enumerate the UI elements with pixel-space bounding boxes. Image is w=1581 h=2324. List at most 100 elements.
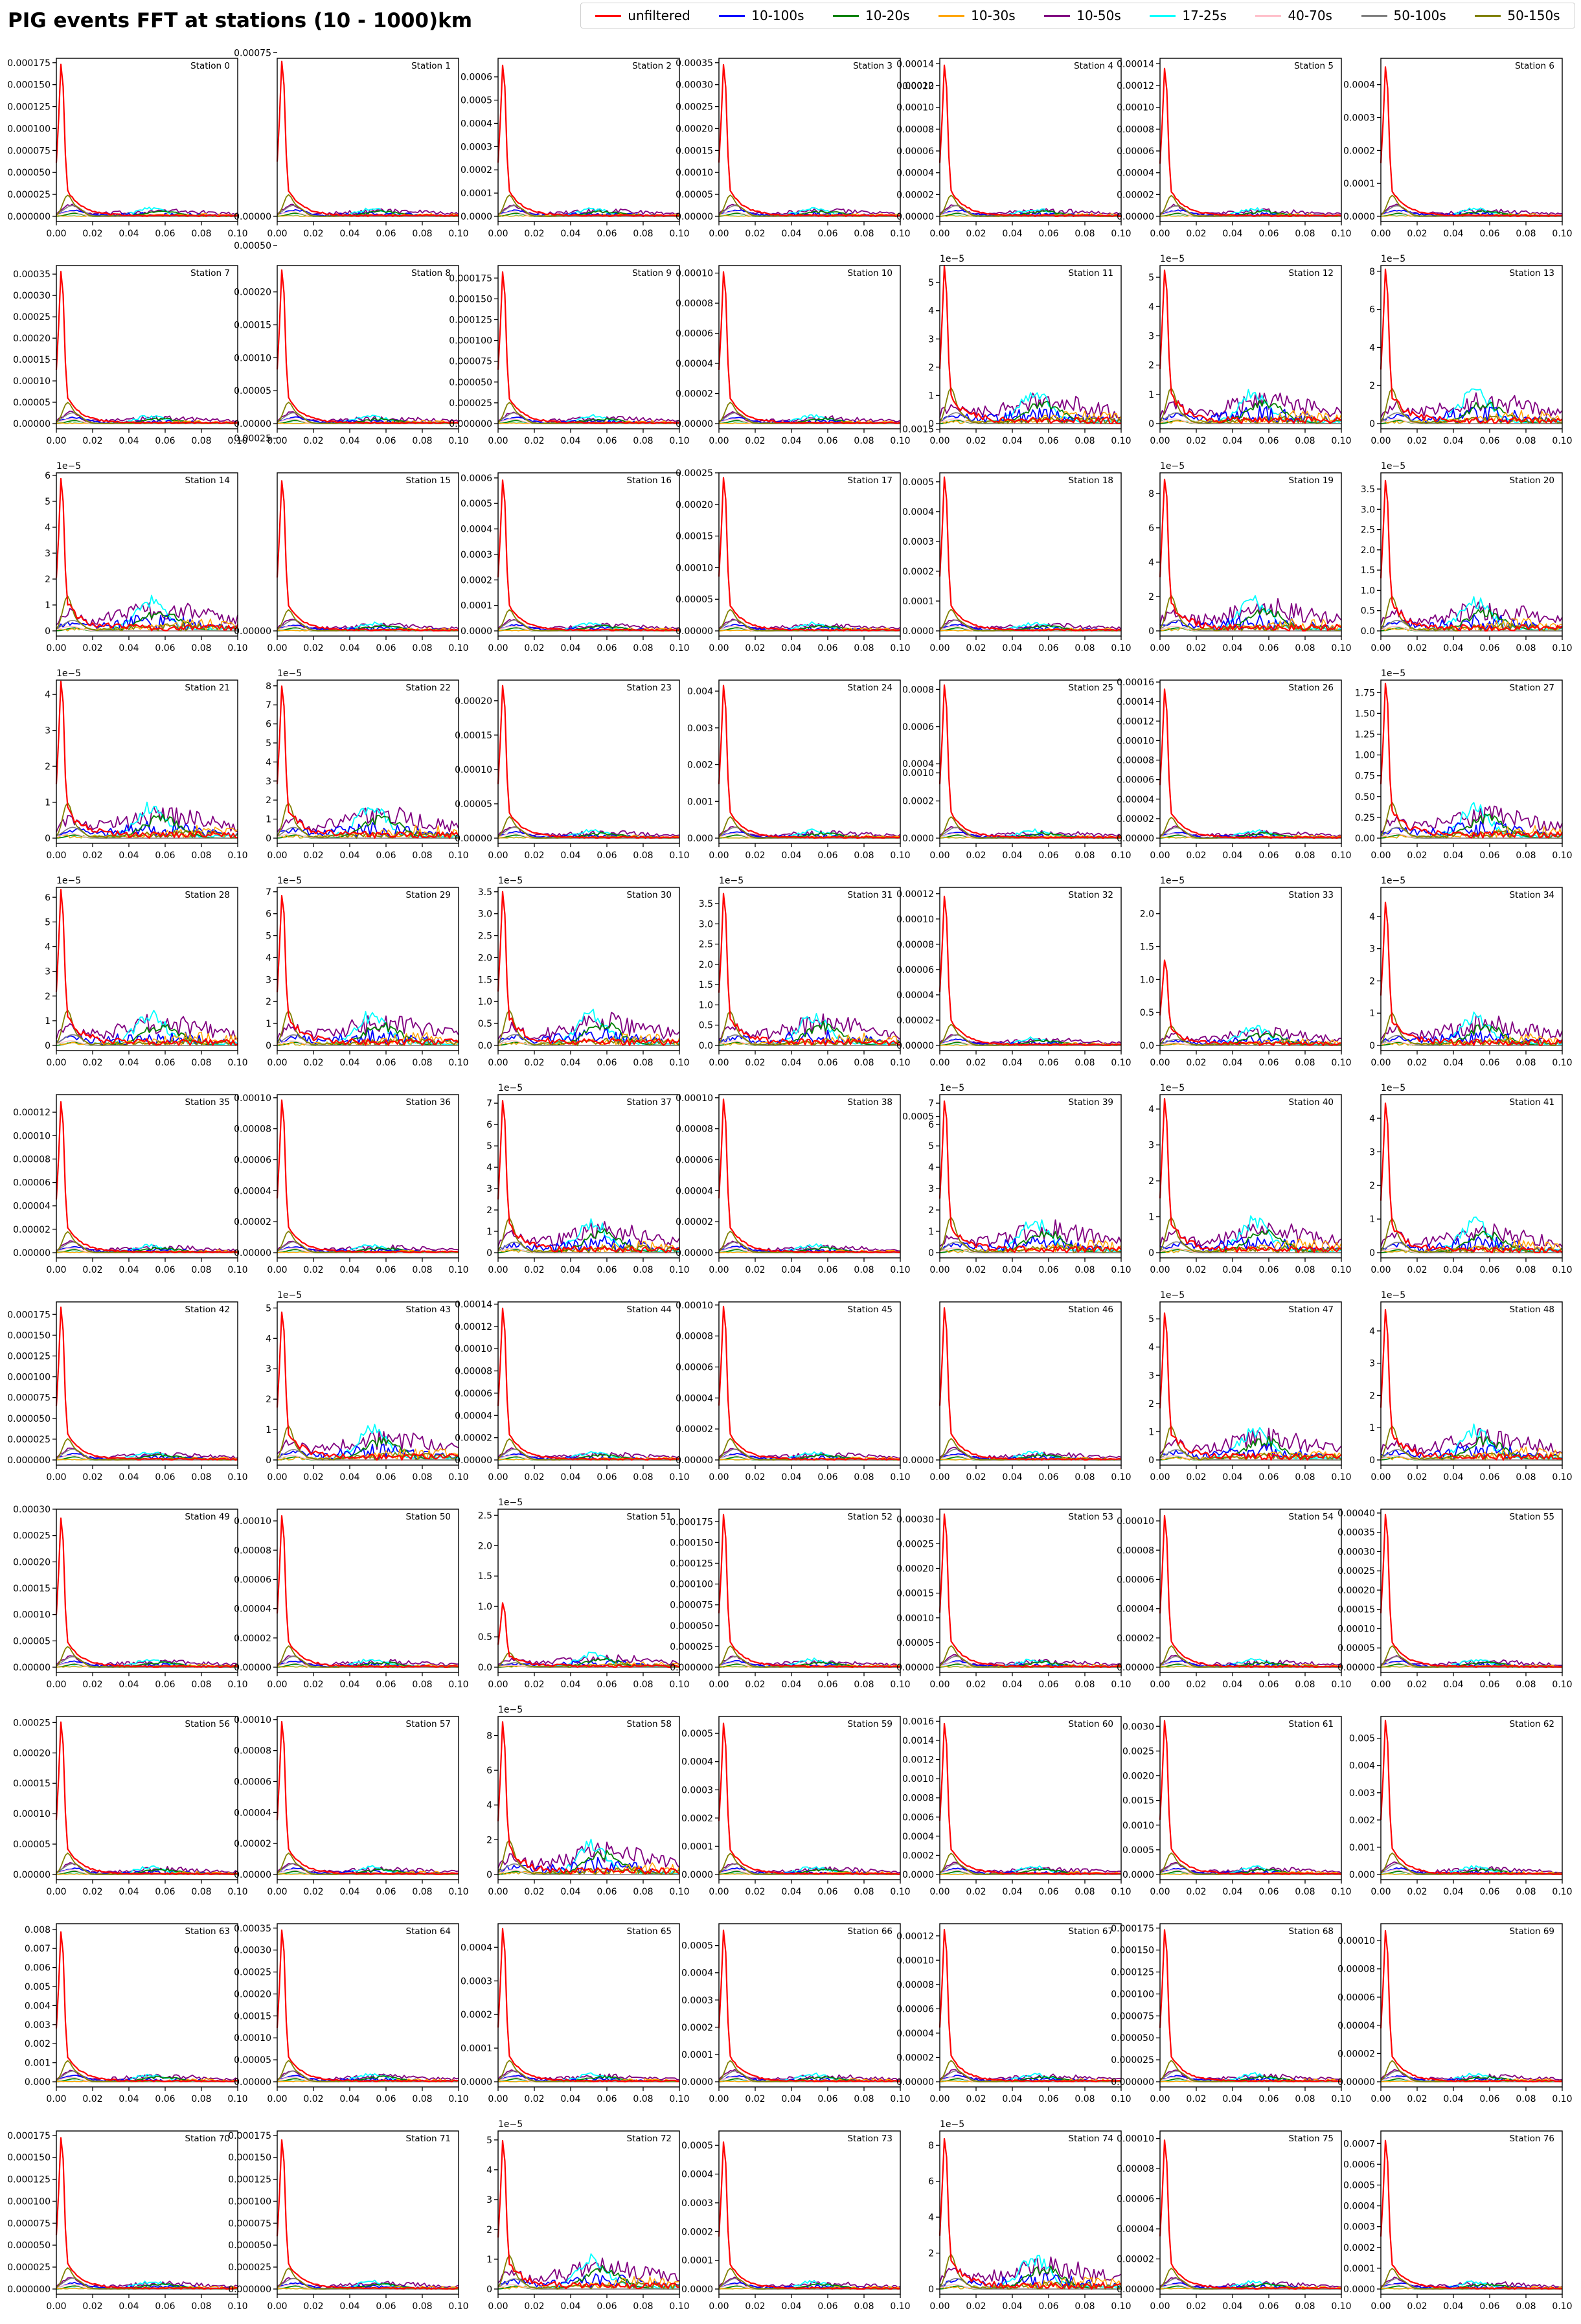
subplot-41: 0 1 2 3 4 0.00 0.02 0.04 0.06 0.08 0.10 1e−5 Station… — [1369, 1083, 1573, 1275]
y-tick-label: 1.75 — [1355, 688, 1375, 698]
axes-frame — [718, 1301, 901, 1466]
y-tick-label: 0.00010 — [676, 563, 713, 573]
y-tick-label: 0.0001 — [681, 2256, 713, 2266]
y-tick-label: 3 — [266, 975, 271, 985]
x-tick-label: 0.08 — [412, 2094, 432, 2104]
y-tick-label: 4 — [928, 2213, 934, 2223]
x-tick-label: 0.10 — [1111, 643, 1131, 654]
y-tick-label: 0.0006 — [1343, 2159, 1375, 2170]
series-line-unfiltered — [1380, 683, 1563, 839]
x-tick-label: 0.02 — [1186, 1472, 1206, 1483]
series-line-10-50s — [718, 1013, 901, 1040]
y-tick-label: 0.5 — [478, 1632, 492, 1643]
y-tick-label: 0.00010 — [455, 765, 492, 775]
series-line-50-150s — [56, 1852, 238, 1875]
y-tick-label: 6 — [1369, 305, 1375, 315]
x-tick-label: 0.06 — [1038, 1058, 1058, 1068]
x-tick-label: 0.02 — [303, 436, 323, 446]
x-tick-label: 0.06 — [597, 1265, 617, 1275]
series-line-unfiltered — [55, 1101, 238, 1253]
y-tick-label: 6 — [266, 720, 271, 730]
y-tick-label: 6 — [486, 1766, 492, 1776]
station-label: Station 73 — [848, 2134, 893, 2144]
y-tick-label: 0.00010 — [896, 1613, 934, 1624]
subplot-44: 0.000000.000020.000040.000060.000080.000… — [455, 1299, 689, 1483]
series-line-10-50s — [1159, 1027, 1342, 1043]
y-tick-label: 0.0000 — [1343, 2284, 1375, 2295]
y-tick-label: 0.00014 — [1117, 697, 1154, 707]
y-tick-label: 0.5 — [699, 1021, 713, 1031]
subplot-23: 0.00000 0.00005 0.00010 0.00015 0.00020 0.00 0… — [455, 679, 690, 861]
station-label: Station 4 — [1074, 61, 1113, 71]
station-label: Station 46 — [1069, 1304, 1113, 1315]
y-tick-label: 0.000125 — [1111, 1968, 1154, 1978]
x-tick-label: 0.02 — [1407, 850, 1427, 861]
series-line-10-30s — [277, 1448, 459, 1461]
series-line-unfiltered — [497, 1307, 680, 1461]
x-tick-label: 0.10 — [1111, 229, 1131, 239]
axes-frame — [277, 265, 459, 429]
x-tick-label: 0.10 — [448, 2301, 468, 2312]
y-tick-label: 0.0001 — [902, 597, 934, 607]
x-tick-label: 0.00 — [1150, 2301, 1170, 2312]
subplot-29: 0 1 2 3 4 5 6 7 0.00 0.02 0.04 0.06 0.08 0.10 1e−5 Stat… — [266, 876, 469, 1068]
series-line-10-50s — [939, 204, 1122, 216]
y-tick-label: 0.0001 — [461, 2044, 492, 2054]
series-line-10-50s — [1159, 1222, 1342, 1247]
x-tick-label: 0.02 — [1186, 1680, 1206, 1690]
y-tick-label: 0.00014 — [1117, 59, 1154, 69]
y-tick-label: 0.00004 — [896, 990, 934, 1001]
legend-swatch — [1475, 14, 1501, 17]
x-tick-label: 0.02 — [966, 229, 986, 239]
x-tick-label: 0.08 — [854, 643, 874, 654]
series-line-50-150s — [718, 1852, 901, 1875]
x-tick-label: 0.08 — [1295, 436, 1315, 446]
y-tick-label: 0.000150 — [1111, 1946, 1154, 1956]
x-tick-label: 0.10 — [227, 1680, 247, 1690]
y-tick-label: 0 — [266, 834, 271, 844]
y-tick-label: 0.0001 — [461, 601, 492, 611]
station-label: Station 24 — [848, 683, 893, 693]
x-tick-label: 0.08 — [1075, 1472, 1095, 1483]
y-tick-label: 3 — [1369, 944, 1375, 955]
y-tick-label: 0.0004 — [461, 119, 492, 129]
y-tick-label: 3 — [928, 334, 934, 345]
y-tick-label: 1.0 — [699, 1000, 713, 1010]
axes-frame — [56, 887, 238, 1051]
y-tick-label: 4 — [1369, 343, 1375, 353]
y-tick-label: 0.000000 — [449, 419, 492, 429]
subplot-76: 0.0000 0.0001 0.0002 0.0003 0.0004 0.0005 0.00… — [1343, 2130, 1573, 2312]
axes-frame — [939, 2130, 1122, 2295]
x-tick-label: 0.06 — [817, 436, 837, 446]
x-tick-label: 0.04 — [119, 436, 139, 446]
x-tick-label: 0.04 — [339, 436, 359, 446]
station-label: Station 0 — [190, 61, 230, 71]
y-tick-label: 0 — [486, 2284, 492, 2295]
y-tick-label: 0.00010 — [676, 269, 713, 279]
series-line-50-150s — [1380, 1218, 1563, 1253]
x-tick-label: 0.10 — [1552, 643, 1572, 654]
y-tick-label: 0.00000 — [234, 1870, 271, 1880]
y-tick-label: 0.0006 — [461, 473, 492, 484]
y-tick-label: 2 — [1148, 361, 1154, 371]
subplot-17: 0.000000.000050.000100.000150.000200.000… — [676, 468, 910, 654]
y-tick-label: 5 — [266, 738, 271, 749]
x-tick-label: 0.00 — [1371, 2094, 1391, 2104]
station-label: Station 43 — [406, 1304, 451, 1315]
x-tick-label: 0.00 — [1150, 2094, 1170, 2104]
x-tick-label: 0.02 — [82, 2301, 102, 2312]
x-tick-label: 0.10 — [1552, 2094, 1572, 2104]
y-tick-label: 0.00002 — [13, 1225, 51, 1235]
series-line-50-150s — [939, 1023, 1122, 1046]
x-tick-label: 0.06 — [376, 2094, 396, 2104]
x-tick-label: 0.10 — [890, 436, 910, 446]
x-tick-label: 0.10 — [669, 1680, 689, 1690]
station-label: Station 65 — [627, 1926, 672, 1937]
legend-swatch — [938, 14, 965, 17]
y-tick-label: 0.00000 — [13, 1663, 51, 1673]
x-tick-label: 0.00 — [267, 2301, 287, 2312]
series-line-50-100s — [497, 412, 679, 424]
x-tick-label: 0.08 — [412, 850, 432, 861]
x-tick-label: 0.04 — [781, 850, 801, 861]
x-tick-label: 0.00 — [488, 229, 508, 239]
